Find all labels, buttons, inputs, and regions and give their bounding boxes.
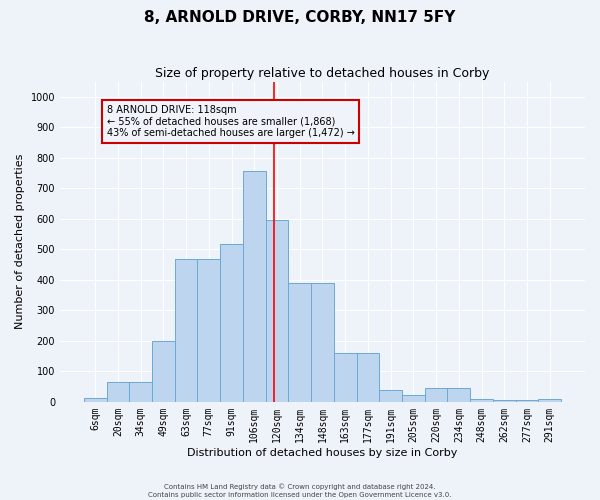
Bar bbox=[129, 382, 152, 402]
Bar bbox=[266, 220, 289, 402]
Bar bbox=[356, 353, 379, 402]
Bar bbox=[152, 342, 175, 402]
Bar bbox=[197, 258, 220, 402]
Title: Size of property relative to detached houses in Corby: Size of property relative to detached ho… bbox=[155, 68, 490, 80]
Text: 8, ARNOLD DRIVE, CORBY, NN17 5FY: 8, ARNOLD DRIVE, CORBY, NN17 5FY bbox=[145, 10, 455, 25]
Bar bbox=[402, 395, 425, 402]
Bar bbox=[493, 400, 515, 402]
Bar bbox=[84, 398, 107, 402]
Bar bbox=[538, 400, 561, 402]
Bar bbox=[289, 283, 311, 402]
X-axis label: Distribution of detached houses by size in Corby: Distribution of detached houses by size … bbox=[187, 448, 458, 458]
Bar bbox=[311, 283, 334, 402]
Bar bbox=[379, 390, 402, 402]
Bar bbox=[470, 399, 493, 402]
Text: Contains HM Land Registry data © Crown copyright and database right 2024.
Contai: Contains HM Land Registry data © Crown c… bbox=[148, 484, 452, 498]
Bar bbox=[515, 400, 538, 402]
Y-axis label: Number of detached properties: Number of detached properties bbox=[15, 154, 25, 330]
Bar bbox=[334, 353, 356, 402]
Text: 8 ARNOLD DRIVE: 118sqm
← 55% of detached houses are smaller (1,868)
43% of semi-: 8 ARNOLD DRIVE: 118sqm ← 55% of detached… bbox=[107, 104, 355, 138]
Bar bbox=[107, 382, 129, 402]
Bar bbox=[243, 171, 266, 402]
Bar bbox=[220, 244, 243, 402]
Bar bbox=[425, 388, 448, 402]
Bar bbox=[448, 388, 470, 402]
Bar bbox=[175, 258, 197, 402]
